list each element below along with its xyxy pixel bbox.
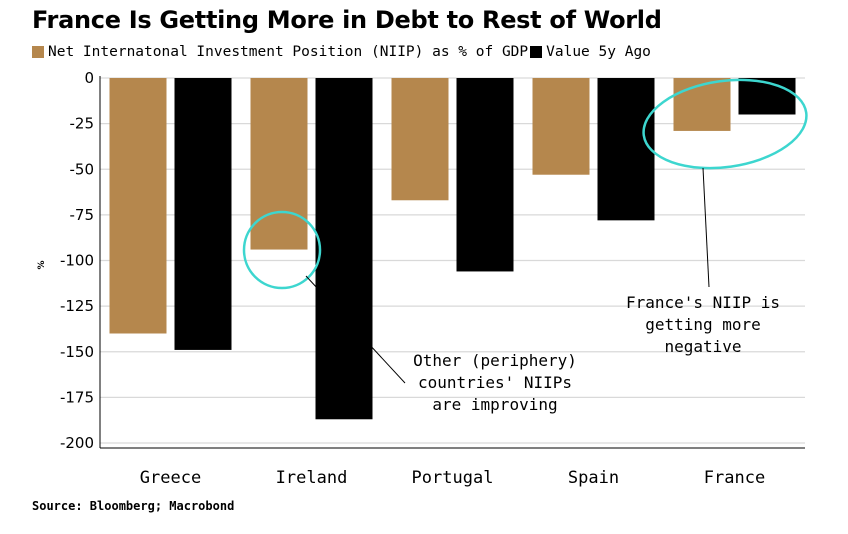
bar-spain-5y-ago <box>597 78 655 221</box>
x-axis: Greece Ireland Portugal Spain France <box>140 468 765 488</box>
bar-france-current <box>673 78 731 131</box>
bar-portugal-current <box>391 78 449 201</box>
annotation-line: getting more <box>645 315 761 334</box>
y-tick-label: -150 <box>60 343 94 361</box>
pointer-line-france <box>702 167 710 288</box>
highlight-ellipse-france <box>642 78 808 170</box>
bar-spain-current <box>532 78 590 175</box>
annotation-periphery: Other (periphery) countries' NIIPs are imp… <box>413 351 577 414</box>
legend-label-current: Net Internatonal Investment Position (NI… <box>48 44 529 60</box>
annotation-line: are improving <box>432 395 557 414</box>
annotations: Other (periphery) countries' NIIPs are imp… <box>242 78 808 414</box>
bar-greece-5y-ago <box>174 78 232 350</box>
legend-item-current: Net Internatonal Investment Position (NI… <box>32 44 528 60</box>
bar-portugal-5y-ago <box>456 78 514 272</box>
y-tick-label: -50 <box>70 160 95 178</box>
y-axis: 0 -25 -50 -75 -100 -125 -150 -175 -200% <box>37 69 805 452</box>
y-tick-label: -175 <box>60 388 94 406</box>
legend: Net Internatonal Investment Position (NI… <box>32 44 651 60</box>
legend-swatch-5y-ago <box>530 46 543 58</box>
x-tick-label-france: France <box>704 468 765 488</box>
bar-france-5y-ago <box>738 78 796 115</box>
y-tick-label: -100 <box>60 252 94 270</box>
legend-swatch-current <box>32 46 44 58</box>
y-tick-label: 0 <box>84 69 94 87</box>
y-tick-label: -200 <box>60 434 94 452</box>
highlight-circle-ireland <box>242 210 322 290</box>
y-axis-label: % <box>37 260 47 269</box>
pointer-line-periphery <box>305 275 406 384</box>
x-tick-label-ireland: Ireland <box>276 468 348 488</box>
y-tick-label: -75 <box>70 206 95 224</box>
x-tick-label-spain: Spain <box>568 468 619 488</box>
bar-ireland-current <box>250 78 308 250</box>
y-tick-label: -125 <box>60 297 94 315</box>
bar-ireland-5y-ago <box>315 78 373 420</box>
source-note: Source: Bloomberg; Macrobond <box>32 499 235 513</box>
annotation-line: countries' NIIPs <box>418 373 572 392</box>
y-tick-label: -25 <box>70 115 95 133</box>
annotation-line: France's NIIP is <box>626 293 780 312</box>
bar-greece-current <box>109 78 167 334</box>
annotation-line: negative <box>664 337 741 356</box>
x-tick-label-greece: Greece <box>140 468 201 488</box>
bars <box>109 78 796 420</box>
annotation-france: France's NIIP is getting more negative <box>626 293 780 356</box>
legend-item-5y-ago: Value 5y Ago <box>530 44 651 60</box>
chart-title: France Is Getting More in Debt to Rest o… <box>32 6 662 34</box>
annotation-line: Other (periphery) <box>413 351 577 370</box>
x-tick-label-portugal: Portugal <box>412 468 494 488</box>
legend-label-5y-ago: Value 5y Ago <box>546 44 651 60</box>
